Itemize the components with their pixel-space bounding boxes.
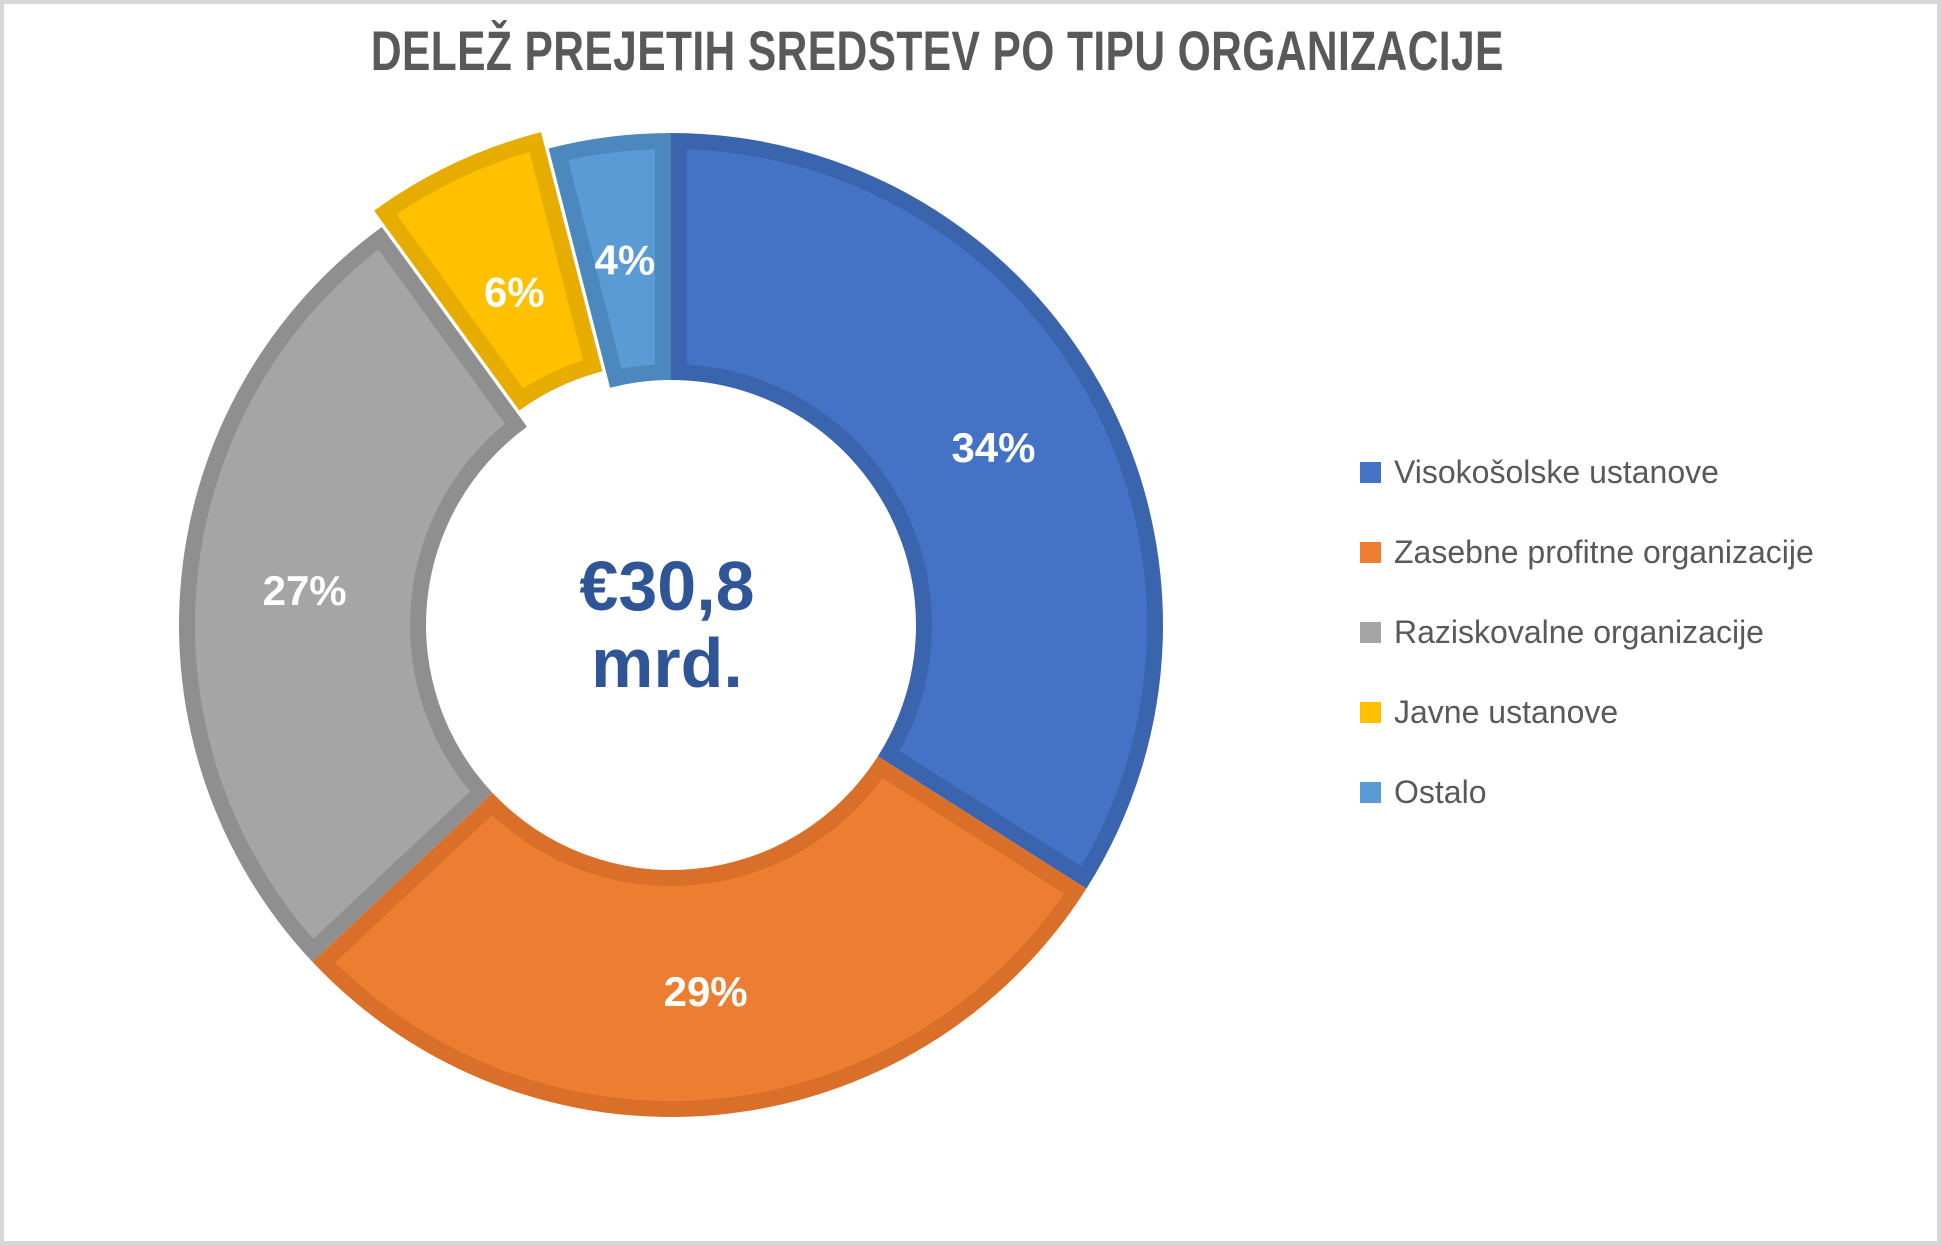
legend-swatch-gray: [1360, 621, 1381, 643]
slice-zasebne-profitne-organizacije: [335, 778, 1065, 1101]
legend-item: Ostalo: [1360, 752, 1814, 832]
legend-swatch-orange: [1360, 541, 1381, 563]
slice-percent-label: 29%: [664, 968, 748, 1015]
legend-item: Zasebne profitne organizacije: [1360, 512, 1814, 592]
legend-item: Javne ustanove: [1360, 672, 1814, 752]
legend-label: Raziskovalne organizacije: [1394, 613, 1764, 650]
slice-percent-label: 6%: [484, 269, 545, 316]
legend-label: Javne ustanove: [1394, 693, 1619, 730]
slice-ostalo: [568, 149, 656, 369]
chart-title-text: DELEŽ PREJETIH SREDSTEV PO TIPU ORGANIZA…: [371, 19, 1504, 82]
slice-percent-label: 34%: [951, 424, 1035, 471]
legend-item: Raziskovalne organizacije: [1360, 592, 1814, 672]
chart-title: DELEŽ PREJETIH SREDSTEV PO TIPU ORGANIZA…: [4, 18, 1937, 83]
legend-item: Visokošolske ustanove: [1360, 432, 1814, 512]
slice-visokošolske-ustanove: [686, 149, 1147, 867]
slice-javne-ustanove: [396, 151, 584, 389]
center-total-value: €30,8: [579, 547, 755, 625]
donut-chart: 34% 29% 27% 6% 4%: [178, 132, 1163, 1117]
legend-label: Ostalo: [1394, 773, 1487, 810]
slice-percent-label: 4%: [595, 236, 656, 283]
legend-swatch-lightblue: [1360, 781, 1381, 803]
donut-center-total: €30,8 mrd.: [579, 548, 754, 702]
legend-label: Visokošolske ustanove: [1394, 453, 1719, 490]
legend-swatch-yellow: [1360, 701, 1381, 723]
center-total-unit: mrd.: [591, 624, 743, 702]
chart-legend: Visokošolske ustanove Zasebne profitne o…: [1360, 432, 1814, 832]
slice-percent-label: 27%: [263, 567, 347, 614]
slice-raziskovalne-organizacije: [194, 249, 505, 939]
legend-swatch-blue: [1360, 461, 1381, 483]
legend-label: Zasebne profitne organizacije: [1394, 533, 1814, 570]
